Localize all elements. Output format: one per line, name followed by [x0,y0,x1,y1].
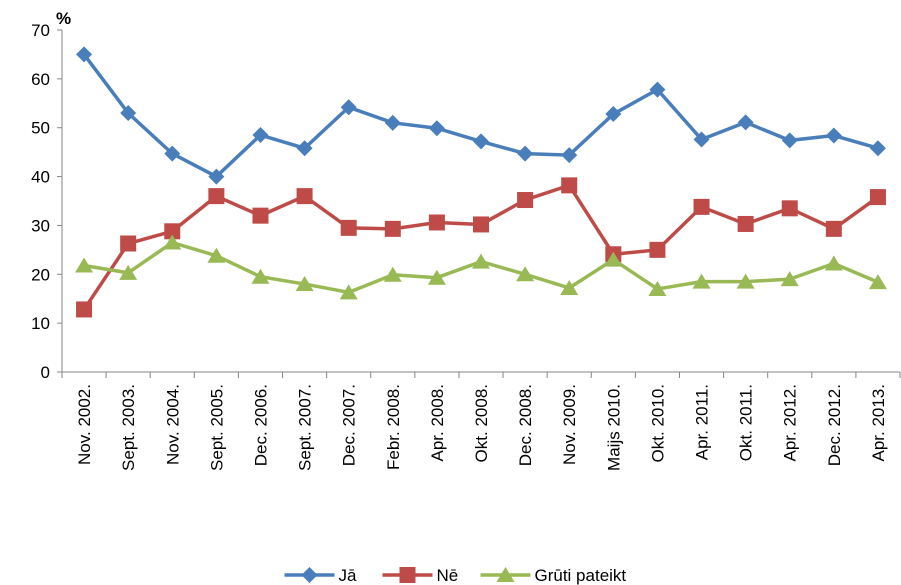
marker [208,168,225,185]
marker [781,132,798,149]
marker [517,145,534,162]
marker [120,235,137,252]
marker [692,273,711,289]
marker [427,269,446,285]
x-tick-label: Nov. 2004. [163,384,182,465]
y-tick-label: 70 [31,21,50,40]
marker [295,276,314,292]
legend-label: Jā [339,566,358,585]
marker [737,215,754,232]
marker [780,271,799,287]
legend-marker [399,567,416,583]
marker [76,301,93,318]
x-tick-label: Okt. 2008. [472,384,491,462]
marker [339,284,358,300]
x-tick-label: Sept. 2003. [119,384,138,471]
x-tick-label: Dec. 2008. [516,384,535,466]
marker [736,273,755,289]
marker [251,268,270,284]
marker [252,127,269,144]
x-tick-label: Nov. 2009. [560,384,579,465]
x-tick-label: Nov. 2002. [75,384,94,465]
marker [737,114,754,131]
y-tick-label: 10 [31,314,50,333]
marker [825,220,842,237]
marker [296,188,313,205]
y-tick-label: 50 [31,119,50,138]
x-tick-label: Sept. 2007. [296,384,315,471]
x-tick-label: Dec. 2006. [251,384,270,466]
marker [560,279,579,295]
y-tick-label: 20 [31,265,50,284]
marker [649,241,666,258]
marker [119,264,138,280]
y-tick-label: 60 [31,70,50,89]
marker [75,257,94,273]
x-tick-label: Apr. 2013. [869,384,888,462]
marker [868,274,887,290]
series-line [82,53,879,179]
marker [164,223,181,240]
marker [517,192,534,209]
legend-marker [301,567,318,583]
marker [208,188,225,205]
marker [561,177,578,194]
series-line [82,183,879,311]
marker [164,145,181,162]
x-tick-label: Apr. 2011. [693,384,712,460]
marker [869,189,886,206]
marker [340,99,357,116]
marker [648,280,667,296]
y-tick-label: 40 [31,168,50,187]
marker [384,114,401,131]
marker [76,46,93,63]
x-tick-label: Febr. 2008. [384,384,403,470]
marker [340,219,357,236]
y-tick-label: 30 [31,216,50,235]
marker [516,266,535,282]
marker [428,120,445,137]
marker [428,214,445,231]
marker [207,247,226,263]
marker [781,200,798,217]
marker [605,106,622,123]
marker [473,133,489,150]
x-tick-label: Dec. 2012. [825,384,844,466]
x-tick-label: Sept. 2005. [207,384,226,471]
marker [383,266,402,282]
marker [604,251,623,267]
marker [561,147,578,164]
marker [869,140,886,157]
marker [649,81,666,98]
marker [473,216,489,233]
marker [252,207,269,224]
marker [472,253,490,269]
x-tick-label: Okt. 2010. [648,384,667,462]
x-tick-label: Okt. 2011. [737,384,756,461]
legend-label: Nē [437,566,459,585]
x-tick-label: Apr. 2012. [781,384,800,462]
marker [384,220,401,237]
y-tick-label: 0 [41,363,50,382]
legend-label: Grūti pateikt [535,566,627,585]
marker [824,255,843,271]
marker [825,127,842,144]
marker [163,234,182,250]
x-tick-label: Maijs 2010. [604,384,623,471]
marker [693,131,710,148]
x-tick-label: Apr. 2008. [428,384,447,462]
marker [693,198,710,215]
legend-marker [496,567,515,582]
y-unit: % [56,9,71,28]
x-tick-label: Dec. 2007. [340,384,359,466]
marker [120,105,137,122]
marker [296,140,313,157]
